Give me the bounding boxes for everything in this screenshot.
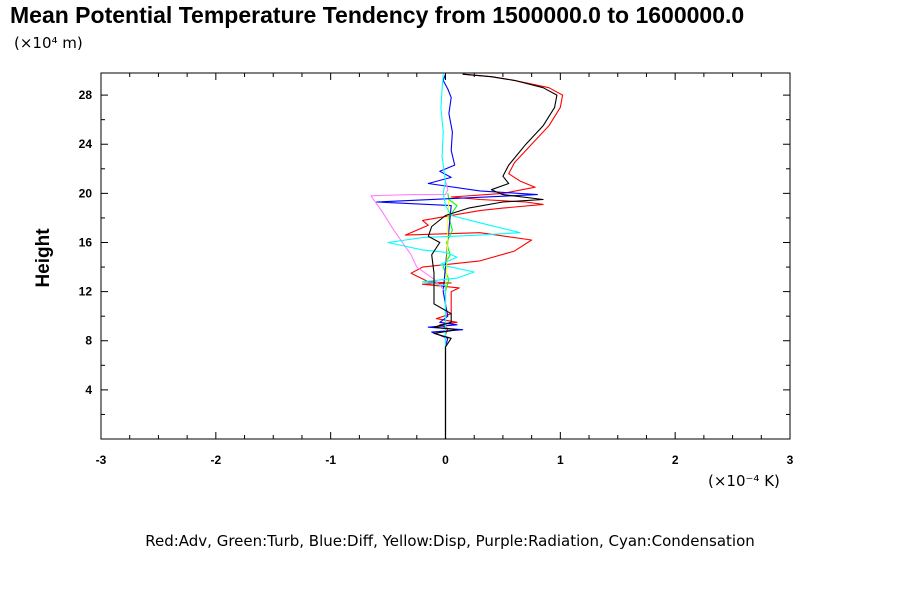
x-tick-label: 1 — [557, 453, 564, 467]
series-line-turb — [442, 193, 458, 439]
series-layer — [370, 73, 564, 439]
chart-title: Mean Potential Temperature Tendency from… — [10, 2, 745, 28]
x-tick-label: 3 — [787, 453, 794, 467]
y-tick-label: 16 — [79, 235, 93, 249]
x-tick-label: 2 — [672, 453, 679, 467]
legend-caption: Red:Adv, Green:Turb, Blue:Diff, Yellow:D… — [145, 532, 755, 550]
y-tick-label: 20 — [79, 186, 93, 200]
y-tick-label: 4 — [85, 383, 92, 397]
x-axis-unit: (×10⁻⁴ K) — [708, 472, 780, 490]
series-line-radiation — [370, 180, 449, 439]
x-tick-label: -2 — [210, 453, 221, 467]
series-line-condensation — [387, 74, 521, 439]
y-tick-label: 8 — [85, 334, 92, 348]
x-tick-label: -3 — [96, 453, 107, 467]
series-line-unnamed-6 — [427, 73, 558, 439]
y-tick-label: 12 — [79, 285, 93, 299]
y-tick-label: 28 — [79, 88, 93, 102]
y-tick-label: 24 — [79, 137, 93, 151]
series-line-adv — [404, 73, 564, 439]
y-axis-unit: (×10⁴ m) — [14, 34, 83, 52]
x-tick-label: 0 — [442, 453, 449, 467]
x-tick-label: -1 — [325, 453, 336, 467]
series-line-diff — [376, 74, 538, 439]
